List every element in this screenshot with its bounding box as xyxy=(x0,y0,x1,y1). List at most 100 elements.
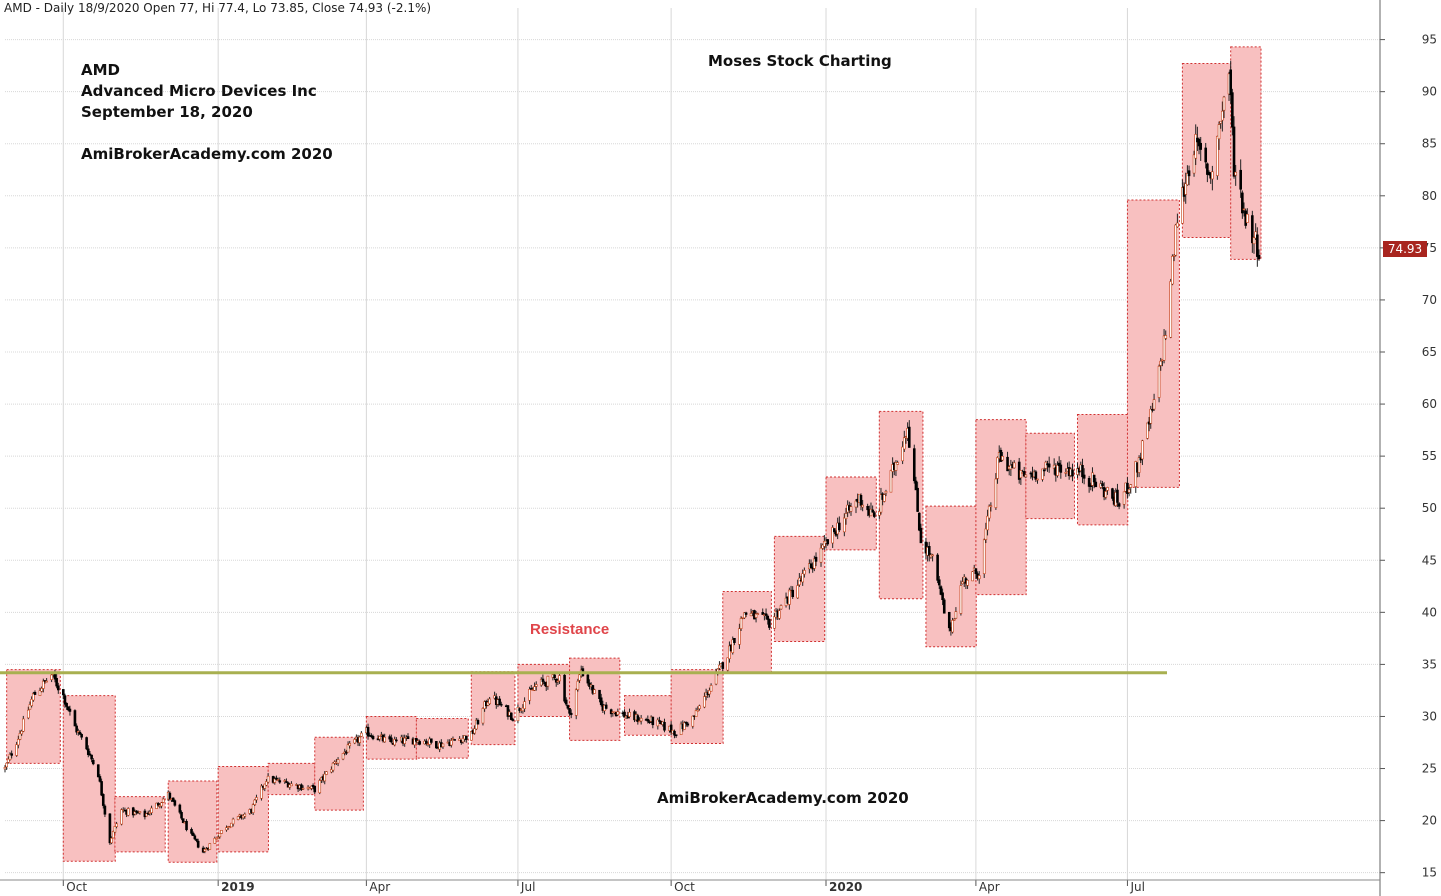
candle-body xyxy=(861,504,864,508)
candle-body xyxy=(1141,440,1144,460)
candle-body xyxy=(196,840,200,848)
candle-body xyxy=(208,843,212,850)
candle-body xyxy=(150,807,153,813)
candle-body xyxy=(218,833,222,838)
candle-body xyxy=(638,720,641,723)
candle-body xyxy=(516,707,520,722)
candle-body xyxy=(1184,183,1188,195)
candle-body xyxy=(348,743,352,746)
candle-body xyxy=(78,731,82,735)
resistance-label: Resistance xyxy=(530,621,610,638)
candle-body xyxy=(1057,462,1061,467)
candle-body xyxy=(941,592,944,601)
y-tick-label: 60 xyxy=(1422,397,1437,411)
candle-body xyxy=(1064,472,1068,474)
range-box xyxy=(773,535,826,642)
candle-body xyxy=(731,639,735,654)
candle-body xyxy=(243,813,247,817)
candle-body xyxy=(1157,365,1161,398)
candle-body xyxy=(403,737,406,744)
candle-body xyxy=(283,780,287,782)
candle-body xyxy=(1087,477,1091,487)
candle-body xyxy=(464,735,468,740)
candle-body xyxy=(1159,360,1163,366)
candle-body xyxy=(984,528,988,540)
candle-body xyxy=(1146,422,1149,439)
range-box xyxy=(62,695,116,862)
candle-body xyxy=(111,831,115,839)
candle-body xyxy=(999,449,1003,462)
candle-body xyxy=(539,678,543,686)
candle-body xyxy=(683,722,686,730)
candle-body xyxy=(873,512,876,517)
brand-label: Moses Stock Charting xyxy=(708,52,892,70)
candle-body xyxy=(558,675,561,682)
candle-body xyxy=(131,807,135,816)
y-tick-label: 65 xyxy=(1422,345,1437,359)
candle-body xyxy=(1171,255,1174,285)
candle-body xyxy=(721,662,725,669)
candle-body xyxy=(894,462,898,471)
candle-body xyxy=(231,818,235,825)
candle-body xyxy=(813,558,816,569)
candle-body xyxy=(761,612,765,615)
candle-body xyxy=(185,820,188,831)
candle-body xyxy=(265,781,268,786)
candle-body xyxy=(778,610,781,619)
candle-body xyxy=(1199,142,1203,150)
candle-body xyxy=(1231,92,1234,128)
y-tick-label: 30 xyxy=(1422,709,1437,723)
candle-body xyxy=(330,769,333,773)
candle-body xyxy=(225,827,228,831)
candle-body xyxy=(604,704,608,709)
grid-lines xyxy=(5,8,1380,880)
candle-body xyxy=(1172,255,1176,257)
candle-body xyxy=(831,527,834,544)
candle-body xyxy=(916,487,919,512)
candle-body xyxy=(115,823,118,827)
candle-body xyxy=(779,605,783,610)
range-box xyxy=(167,780,218,863)
candle-body xyxy=(884,490,888,494)
candle-body xyxy=(766,615,770,620)
candle-body xyxy=(977,575,981,580)
candle-body xyxy=(1234,171,1237,176)
candle-body xyxy=(481,708,485,724)
candle-body xyxy=(756,613,760,615)
candle-body xyxy=(564,699,568,705)
candle-body xyxy=(73,710,77,727)
candle-body xyxy=(718,664,721,669)
candle-body xyxy=(917,512,921,531)
candle-body xyxy=(728,645,731,660)
candle-body xyxy=(10,753,13,756)
candle-body xyxy=(534,684,538,687)
candle-body xyxy=(568,708,571,714)
candle-body xyxy=(566,705,570,709)
candle-body xyxy=(902,437,906,450)
candle-body xyxy=(173,800,177,806)
candle-body xyxy=(768,619,771,628)
candle-body xyxy=(533,686,536,691)
candle-body xyxy=(395,739,398,742)
candle-body xyxy=(639,717,643,722)
candle-body xyxy=(1024,474,1028,478)
y-tick-label: 70 xyxy=(1422,293,1437,307)
candle-body xyxy=(826,539,829,545)
candle-body xyxy=(230,822,233,828)
candle-body xyxy=(871,509,874,513)
candle-body xyxy=(228,826,232,829)
range-box xyxy=(314,736,364,811)
candle-body xyxy=(155,802,158,809)
candle-body xyxy=(474,719,478,730)
candle-body xyxy=(1176,222,1179,228)
candle-body xyxy=(651,716,655,726)
candle-body xyxy=(694,710,698,717)
candle-body xyxy=(1162,335,1166,361)
candle-body xyxy=(801,573,804,583)
candle-body xyxy=(110,837,113,844)
candle-body xyxy=(266,775,270,783)
candle-body xyxy=(674,734,678,737)
candle-body xyxy=(120,809,123,825)
candle-body xyxy=(703,696,706,708)
candle-body xyxy=(511,719,515,721)
